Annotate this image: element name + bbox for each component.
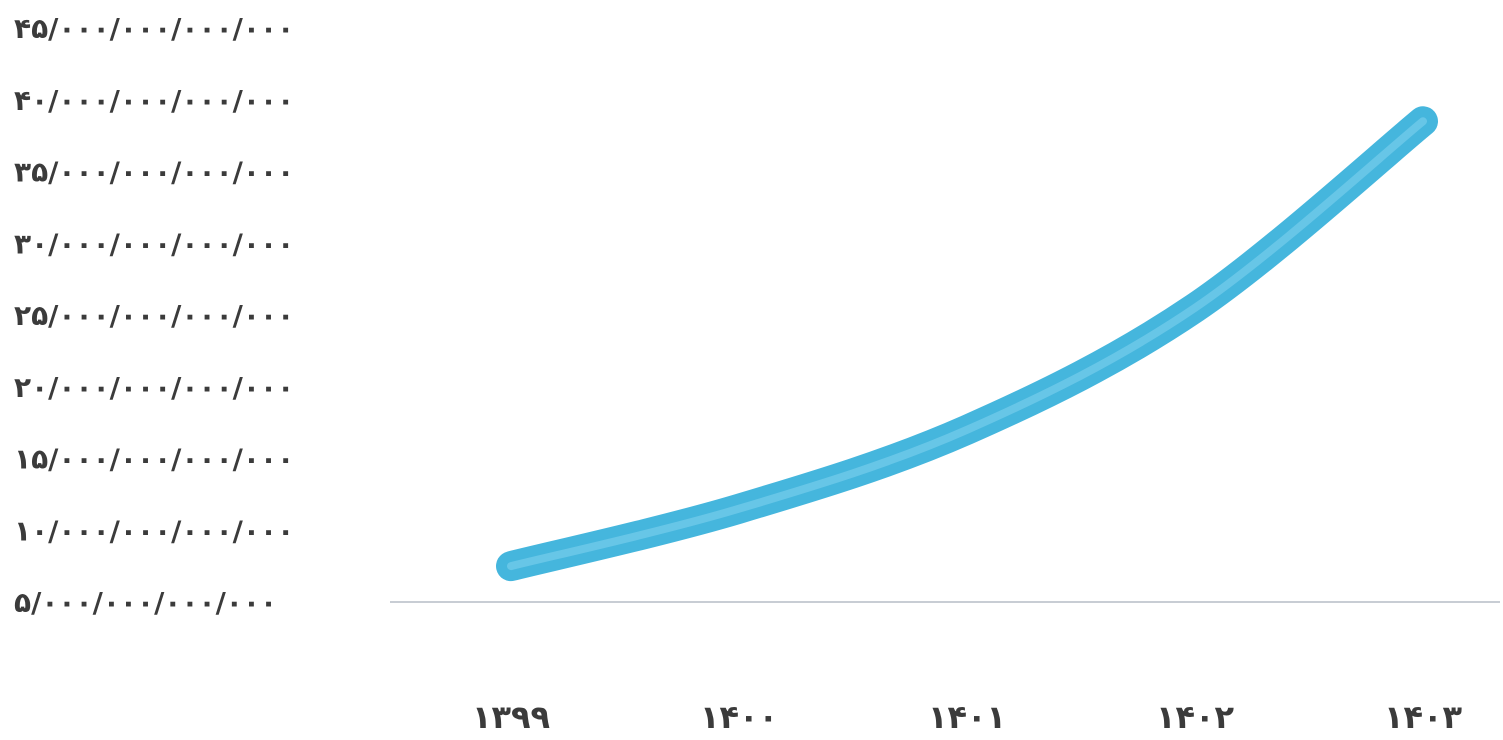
series-line-highlight-0 (507, 117, 1427, 571)
y-tick-label: ۳۰/۰۰۰/۰۰۰/۰۰۰/۰۰۰ (14, 227, 294, 260)
x-tick-label: ۱۴۰۳ (1384, 698, 1463, 736)
y-tick-label: ۱۰/۰۰۰/۰۰۰/۰۰۰/۰۰۰ (14, 514, 294, 547)
y-tick-label: ۲۵/۰۰۰/۰۰۰/۰۰۰/۰۰۰ (14, 299, 294, 332)
x-axis-ticks: ۱۳۹۹ ۱۴۰۰ ۱۴۰۱ ۱۴۰۲ ۱۴۰۳ (472, 698, 1463, 736)
y-tick-label: ۳۵/۰۰۰/۰۰۰/۰۰۰/۰۰۰ (14, 156, 294, 189)
y-tick-label: ۲۰/۰۰۰/۰۰۰/۰۰۰/۰۰۰ (14, 371, 294, 404)
x-tick-label: ۱۳۹۹ (472, 698, 550, 736)
x-tick-label: ۱۴۰۲ (1156, 698, 1235, 736)
y-tick-label: ۴۵/۰۰۰/۰۰۰/۰۰۰/۰۰۰ (14, 12, 294, 45)
x-tick-label: ۱۴۰۱ (928, 698, 1006, 736)
series-line-0 (496, 106, 1438, 582)
x-tick-label: ۱۴۰۰ (700, 698, 778, 736)
y-axis-ticks: ۵/۰۰۰/۰۰۰/۰۰۰/۰۰۰ ۱۰/۰۰۰/۰۰۰/۰۰۰/۰۰۰ ۱۵/۰۰… (14, 12, 294, 619)
y-tick-label: ۵/۰۰۰/۰۰۰/۰۰۰/۰۰۰ (14, 586, 277, 619)
y-tick-label: ۴۰/۰۰۰/۰۰۰/۰۰۰/۰۰۰ (14, 84, 294, 117)
series-group (496, 106, 1438, 582)
y-tick-label: ۱۵/۰۰۰/۰۰۰/۰۰۰/۰۰۰ (14, 443, 294, 476)
